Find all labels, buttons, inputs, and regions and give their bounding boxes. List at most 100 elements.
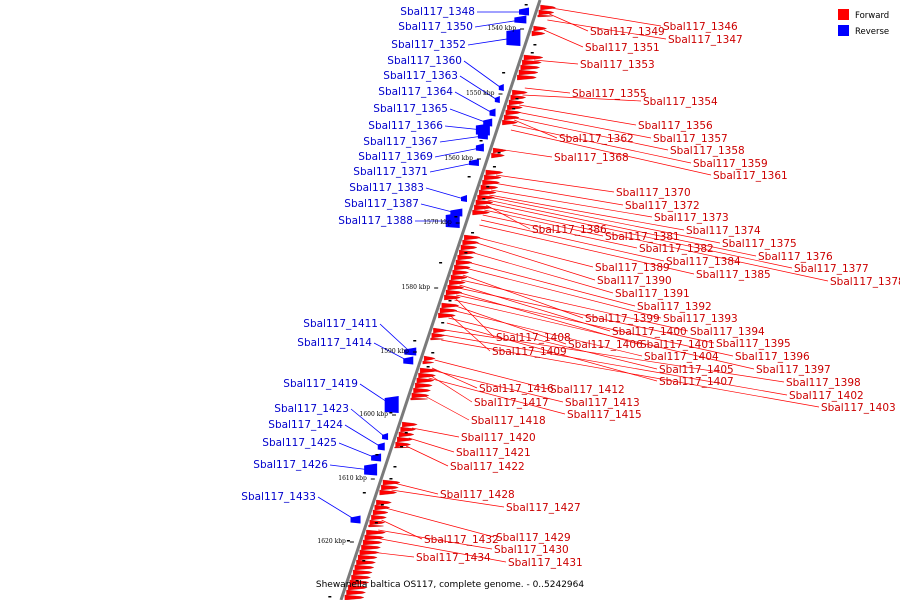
forward-gene-label: Sbal117_1368: [554, 152, 629, 164]
reverse-leader-line: [329, 464, 371, 471]
legend: Forward Reverse: [838, 9, 889, 37]
forward-gene-label: Sbal117_1392: [637, 301, 712, 313]
reverse-leader-line: [449, 108, 488, 124]
forward-leader-line: [484, 209, 604, 237]
forward-gene-label: Sbal117_1359: [693, 158, 768, 170]
forward-gene-glyph: [479, 189, 497, 196]
minor-tick: [362, 560, 366, 562]
kbp-tick-label: 1620 kbp: [317, 538, 346, 545]
forward-gene-glyph: [464, 234, 481, 241]
forward-gene-glyph: [449, 279, 466, 286]
forward-leader-line: [510, 129, 712, 176]
forward-leader-line: [393, 482, 439, 495]
forward-gene-label: Sbal117_1347: [668, 34, 743, 46]
reverse-gene-glyph: [384, 396, 399, 413]
forward-leader-line: [465, 267, 662, 319]
kbp-tick-label: 1600 kbp: [360, 411, 389, 418]
forward-leader-line: [431, 369, 564, 403]
forward-gene-glyph: [413, 387, 431, 394]
reverse-gene-label: Sbal117_1411: [303, 318, 378, 330]
forward-gene-label: Sbal117_1405: [659, 364, 734, 376]
forward-gene-label: Sbal117_1346: [663, 21, 738, 33]
reverse-leader-line: [344, 424, 382, 448]
reverse-gene-glyph: [468, 159, 479, 166]
forward-gene-label: Sbal117_1353: [580, 59, 655, 71]
forward-leader-line: [482, 214, 638, 249]
forward-leader-line: [480, 219, 665, 262]
forward-gene-glyph: [523, 54, 544, 61]
forward-leader-line: [479, 224, 695, 275]
reverse-gene-label: Sbal117_1366: [368, 120, 443, 132]
reverse-gene-label: Sbal117_1363: [383, 70, 458, 82]
reverse-gene-glyph: [404, 347, 417, 356]
forward-gene-glyph: [482, 179, 500, 186]
forward-leader-line: [408, 437, 455, 453]
reverse-gene-label: Sbal117_1360: [387, 55, 462, 67]
minor-tick: [471, 232, 475, 234]
forward-gene-label: Sbal117_1394: [690, 326, 765, 338]
forward-leader-line: [452, 304, 567, 345]
forward-gene-label: Sbal117_1385: [696, 269, 771, 281]
forward-gene-label: Sbal117_1430: [494, 544, 569, 556]
reverse-gene-glyph: [403, 356, 414, 365]
forward-gene-label: Sbal117_1400: [612, 326, 687, 338]
reverse-leader-line: [434, 147, 480, 158]
forward-gene-label: Sbal117_1416: [479, 383, 554, 395]
forward-gene-glyph: [517, 74, 537, 81]
minor-tick: [413, 340, 417, 342]
forward-gene-glyph: [538, 9, 555, 16]
forward-gene-glyph: [344, 594, 365, 600]
forward-gene-glyph: [441, 302, 460, 309]
forward-gene-label: Sbal117_1372: [625, 200, 700, 212]
minor-tick: [533, 44, 537, 46]
forward-gene-label: Sbal117_1370: [616, 187, 691, 199]
forward-gene-glyph: [518, 69, 539, 76]
forward-gene-glyph: [460, 244, 478, 251]
forward-gene-glyph: [402, 421, 418, 428]
forward-gene-glyph: [430, 337, 444, 341]
reverse-gene-label: Sbal117_1387: [344, 198, 419, 210]
forward-gene-label: Sbal117_1398: [786, 377, 861, 389]
forward-leader-line: [391, 489, 505, 508]
forward-leader-line: [495, 174, 615, 193]
reverse-leader-line: [425, 187, 465, 200]
forward-leader-line: [441, 339, 820, 408]
forward-gene-glyph: [485, 169, 504, 176]
reverse-leader-line: [350, 408, 386, 438]
reverse-gene-label: Sbal117_1348: [400, 6, 475, 18]
reverse-gene-glyph: [506, 29, 521, 46]
forward-leader-line: [467, 261, 636, 307]
forward-leader-line: [385, 507, 495, 538]
minor-tick: [486, 186, 490, 188]
reverse-leader-line: [463, 60, 502, 89]
forward-gene-glyph: [416, 377, 435, 384]
forward-gene-glyph: [522, 59, 542, 66]
genome-caption: Shewanella baltica OS117, complete genom…: [316, 580, 585, 590]
reverse-leader-line: [454, 91, 493, 114]
forward-leader-line: [442, 334, 788, 396]
minor-tick: [439, 262, 443, 264]
reverse-leader-line: [338, 442, 377, 459]
forward-gene-glyph: [347, 584, 368, 591]
genome-axis: [339, 0, 542, 600]
reverse-gene-glyph: [494, 96, 500, 103]
minor-tick: [380, 504, 384, 506]
forward-gene-label: Sbal117_1396: [735, 351, 810, 363]
forward-gene-label: Sbal117_1384: [666, 256, 741, 268]
forward-gene-label: Sbal117_1362: [559, 133, 634, 145]
forward-gene-glyph: [475, 199, 494, 206]
forward-gene-label: Sbal117_1429: [496, 532, 571, 544]
forward-leader-line: [475, 236, 594, 268]
forward-gene-label: Sbal117_1351: [585, 42, 660, 54]
forward-leader-line: [551, 7, 662, 27]
forward-gene-glyph: [505, 109, 522, 116]
forward-gene-label: Sbal117_1408: [496, 332, 571, 344]
forward-gene-label: Sbal117_1412: [550, 384, 625, 396]
forward-gene-label: Sbal117_1375: [722, 238, 797, 250]
forward-gene-glyph: [356, 559, 376, 566]
forward-leader-line: [454, 297, 495, 338]
minor-tick: [464, 252, 468, 254]
forward-gene-glyph: [419, 367, 438, 374]
forward-leader-line: [428, 377, 566, 415]
reverse-gene-label: Sbal117_1383: [349, 182, 424, 194]
